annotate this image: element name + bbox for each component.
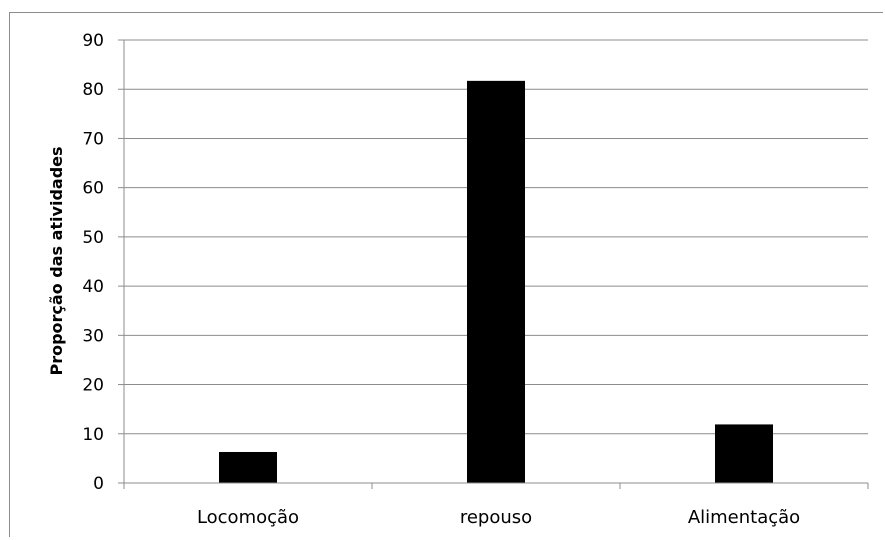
y-tick-label: 90 xyxy=(82,31,104,51)
bars xyxy=(219,80,773,484)
y-tick-label: 50 xyxy=(82,228,104,248)
y-tick-label: 60 xyxy=(82,179,104,199)
y-tick-label: 30 xyxy=(82,326,104,346)
chart-frame xyxy=(9,12,883,537)
labels: 0 10 20 30 40 50 60 70 80 90 Locomoção repouso Alime… xyxy=(82,31,800,528)
bar-alimentacao xyxy=(715,424,773,483)
y-tick-label: 80 xyxy=(82,80,104,100)
y-tick-label: 10 xyxy=(82,425,104,445)
x-category-label: Alimentação xyxy=(688,507,800,528)
x-category-label: repouso xyxy=(460,507,532,528)
y-tick-label: 70 xyxy=(82,129,104,149)
bar-locomocao xyxy=(219,451,277,483)
bar-repouso xyxy=(467,80,525,484)
y-tick-label: 20 xyxy=(82,376,104,396)
y-axis-title: Proporção das atividades xyxy=(47,146,66,375)
axes xyxy=(118,39,869,489)
x-category-label: Locomoção xyxy=(197,507,299,528)
y-tick-label: 40 xyxy=(82,277,104,297)
y-tick-label: 0 xyxy=(93,474,104,494)
